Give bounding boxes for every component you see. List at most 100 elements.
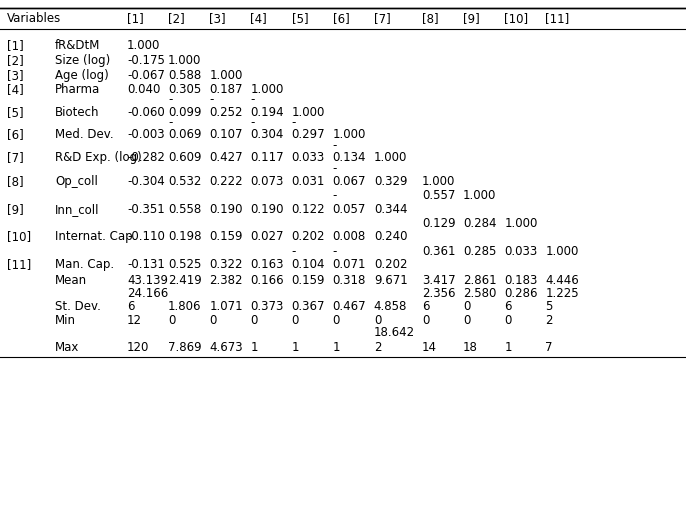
- Text: 1.806: 1.806: [168, 301, 202, 313]
- Text: 43.139: 43.139: [127, 274, 168, 287]
- Text: 0.329: 0.329: [374, 175, 407, 188]
- Text: 0.031: 0.031: [292, 175, 325, 188]
- Text: 1.000: 1.000: [504, 217, 538, 230]
- Text: 0.588: 0.588: [168, 69, 201, 82]
- Text: 0.163: 0.163: [250, 258, 284, 271]
- Text: -0.282: -0.282: [127, 151, 165, 164]
- Text: 0.159: 0.159: [292, 274, 325, 287]
- Text: 0.071: 0.071: [333, 258, 366, 271]
- Text: [7]: [7]: [7, 151, 23, 164]
- Text: 1.000: 1.000: [545, 245, 579, 258]
- Text: 0.367: 0.367: [292, 301, 325, 313]
- Text: [9]: [9]: [7, 203, 23, 216]
- Text: 0.286: 0.286: [504, 287, 538, 300]
- Text: 1.000: 1.000: [292, 106, 325, 118]
- Text: 1: 1: [292, 341, 299, 354]
- Text: Pharma: Pharma: [55, 83, 100, 96]
- Text: 0.525: 0.525: [168, 258, 202, 271]
- Text: [11]: [11]: [545, 12, 569, 25]
- Text: [3]: [3]: [7, 69, 23, 82]
- Text: fR&DtM: fR&DtM: [55, 39, 100, 52]
- Text: 0.427: 0.427: [209, 151, 243, 164]
- Text: 0.194: 0.194: [250, 106, 284, 118]
- Text: 0.069: 0.069: [168, 129, 202, 141]
- Text: 0.187: 0.187: [209, 83, 243, 96]
- Text: 0.107: 0.107: [209, 129, 243, 141]
- Text: 4.446: 4.446: [545, 274, 579, 287]
- Text: 0: 0: [374, 314, 381, 327]
- Text: 0.202: 0.202: [374, 258, 407, 271]
- Text: [5]: [5]: [7, 106, 23, 118]
- Text: -: -: [333, 139, 337, 152]
- Text: 0.322: 0.322: [209, 258, 243, 271]
- Text: 0: 0: [504, 314, 512, 327]
- Text: [8]: [8]: [7, 175, 23, 188]
- Text: 0.198: 0.198: [168, 230, 202, 243]
- Text: 0.159: 0.159: [209, 230, 243, 243]
- Text: Max: Max: [55, 341, 80, 354]
- Text: [7]: [7]: [374, 12, 390, 25]
- Text: 1.000: 1.000: [209, 69, 243, 82]
- Text: 1: 1: [333, 341, 340, 354]
- Text: 0: 0: [250, 314, 258, 327]
- Text: 0.122: 0.122: [292, 203, 325, 216]
- Text: Biotech: Biotech: [55, 106, 99, 118]
- Text: 0.027: 0.027: [250, 230, 284, 243]
- Text: [4]: [4]: [7, 83, 23, 96]
- Text: [9]: [9]: [463, 12, 480, 25]
- Text: Man. Cap.: Man. Cap.: [55, 258, 114, 271]
- Text: 12: 12: [127, 314, 142, 327]
- Text: -0.131: -0.131: [127, 258, 165, 271]
- Text: 7: 7: [545, 341, 553, 354]
- Text: 0.558: 0.558: [168, 203, 201, 216]
- Text: 0: 0: [463, 301, 471, 313]
- Text: 0.099: 0.099: [168, 106, 202, 118]
- Text: -: -: [333, 190, 337, 202]
- Text: 2: 2: [374, 341, 381, 354]
- Text: 0.305: 0.305: [168, 83, 201, 96]
- Text: Size (log): Size (log): [55, 54, 110, 67]
- Text: -0.110: -0.110: [127, 230, 165, 243]
- Text: -: -: [168, 116, 172, 129]
- Text: 0: 0: [463, 314, 471, 327]
- Text: 2.861: 2.861: [463, 274, 497, 287]
- Text: 0.557: 0.557: [422, 190, 456, 202]
- Text: 18: 18: [463, 341, 478, 354]
- Text: -: -: [250, 116, 255, 129]
- Text: [10]: [10]: [504, 12, 528, 25]
- Text: 2.356: 2.356: [422, 287, 456, 300]
- Text: [6]: [6]: [7, 129, 23, 141]
- Text: 0.117: 0.117: [250, 151, 284, 164]
- Text: Variables: Variables: [7, 12, 61, 25]
- Text: 0.190: 0.190: [250, 203, 284, 216]
- Text: 0.073: 0.073: [250, 175, 284, 188]
- Text: 0.240: 0.240: [374, 230, 407, 243]
- Text: 0.190: 0.190: [209, 203, 243, 216]
- Text: 4.858: 4.858: [374, 301, 407, 313]
- Text: 0: 0: [333, 314, 340, 327]
- Text: -: -: [168, 93, 172, 106]
- Text: 6: 6: [504, 301, 512, 313]
- Text: [3]: [3]: [209, 12, 226, 25]
- Text: Mean: Mean: [55, 274, 87, 287]
- Text: [2]: [2]: [168, 12, 185, 25]
- Text: 9.671: 9.671: [374, 274, 407, 287]
- Text: 0.284: 0.284: [463, 217, 497, 230]
- Text: 0.166: 0.166: [250, 274, 284, 287]
- Text: 1.000: 1.000: [422, 175, 456, 188]
- Text: Op_coll: Op_coll: [55, 175, 97, 188]
- Text: 0.067: 0.067: [333, 175, 366, 188]
- Text: 0.033: 0.033: [292, 151, 324, 164]
- Text: 0.297: 0.297: [292, 129, 325, 141]
- Text: 0.134: 0.134: [333, 151, 366, 164]
- Text: 6: 6: [422, 301, 429, 313]
- Text: 0: 0: [292, 314, 299, 327]
- Text: 0.361: 0.361: [422, 245, 456, 258]
- Text: 4.673: 4.673: [209, 341, 243, 354]
- Text: R&D Exp. (log): R&D Exp. (log): [55, 151, 141, 164]
- Text: -: -: [292, 116, 296, 129]
- Text: 0.202: 0.202: [292, 230, 325, 243]
- Text: 0.222: 0.222: [209, 175, 243, 188]
- Text: 0.033: 0.033: [504, 245, 537, 258]
- Text: 0.129: 0.129: [422, 217, 456, 230]
